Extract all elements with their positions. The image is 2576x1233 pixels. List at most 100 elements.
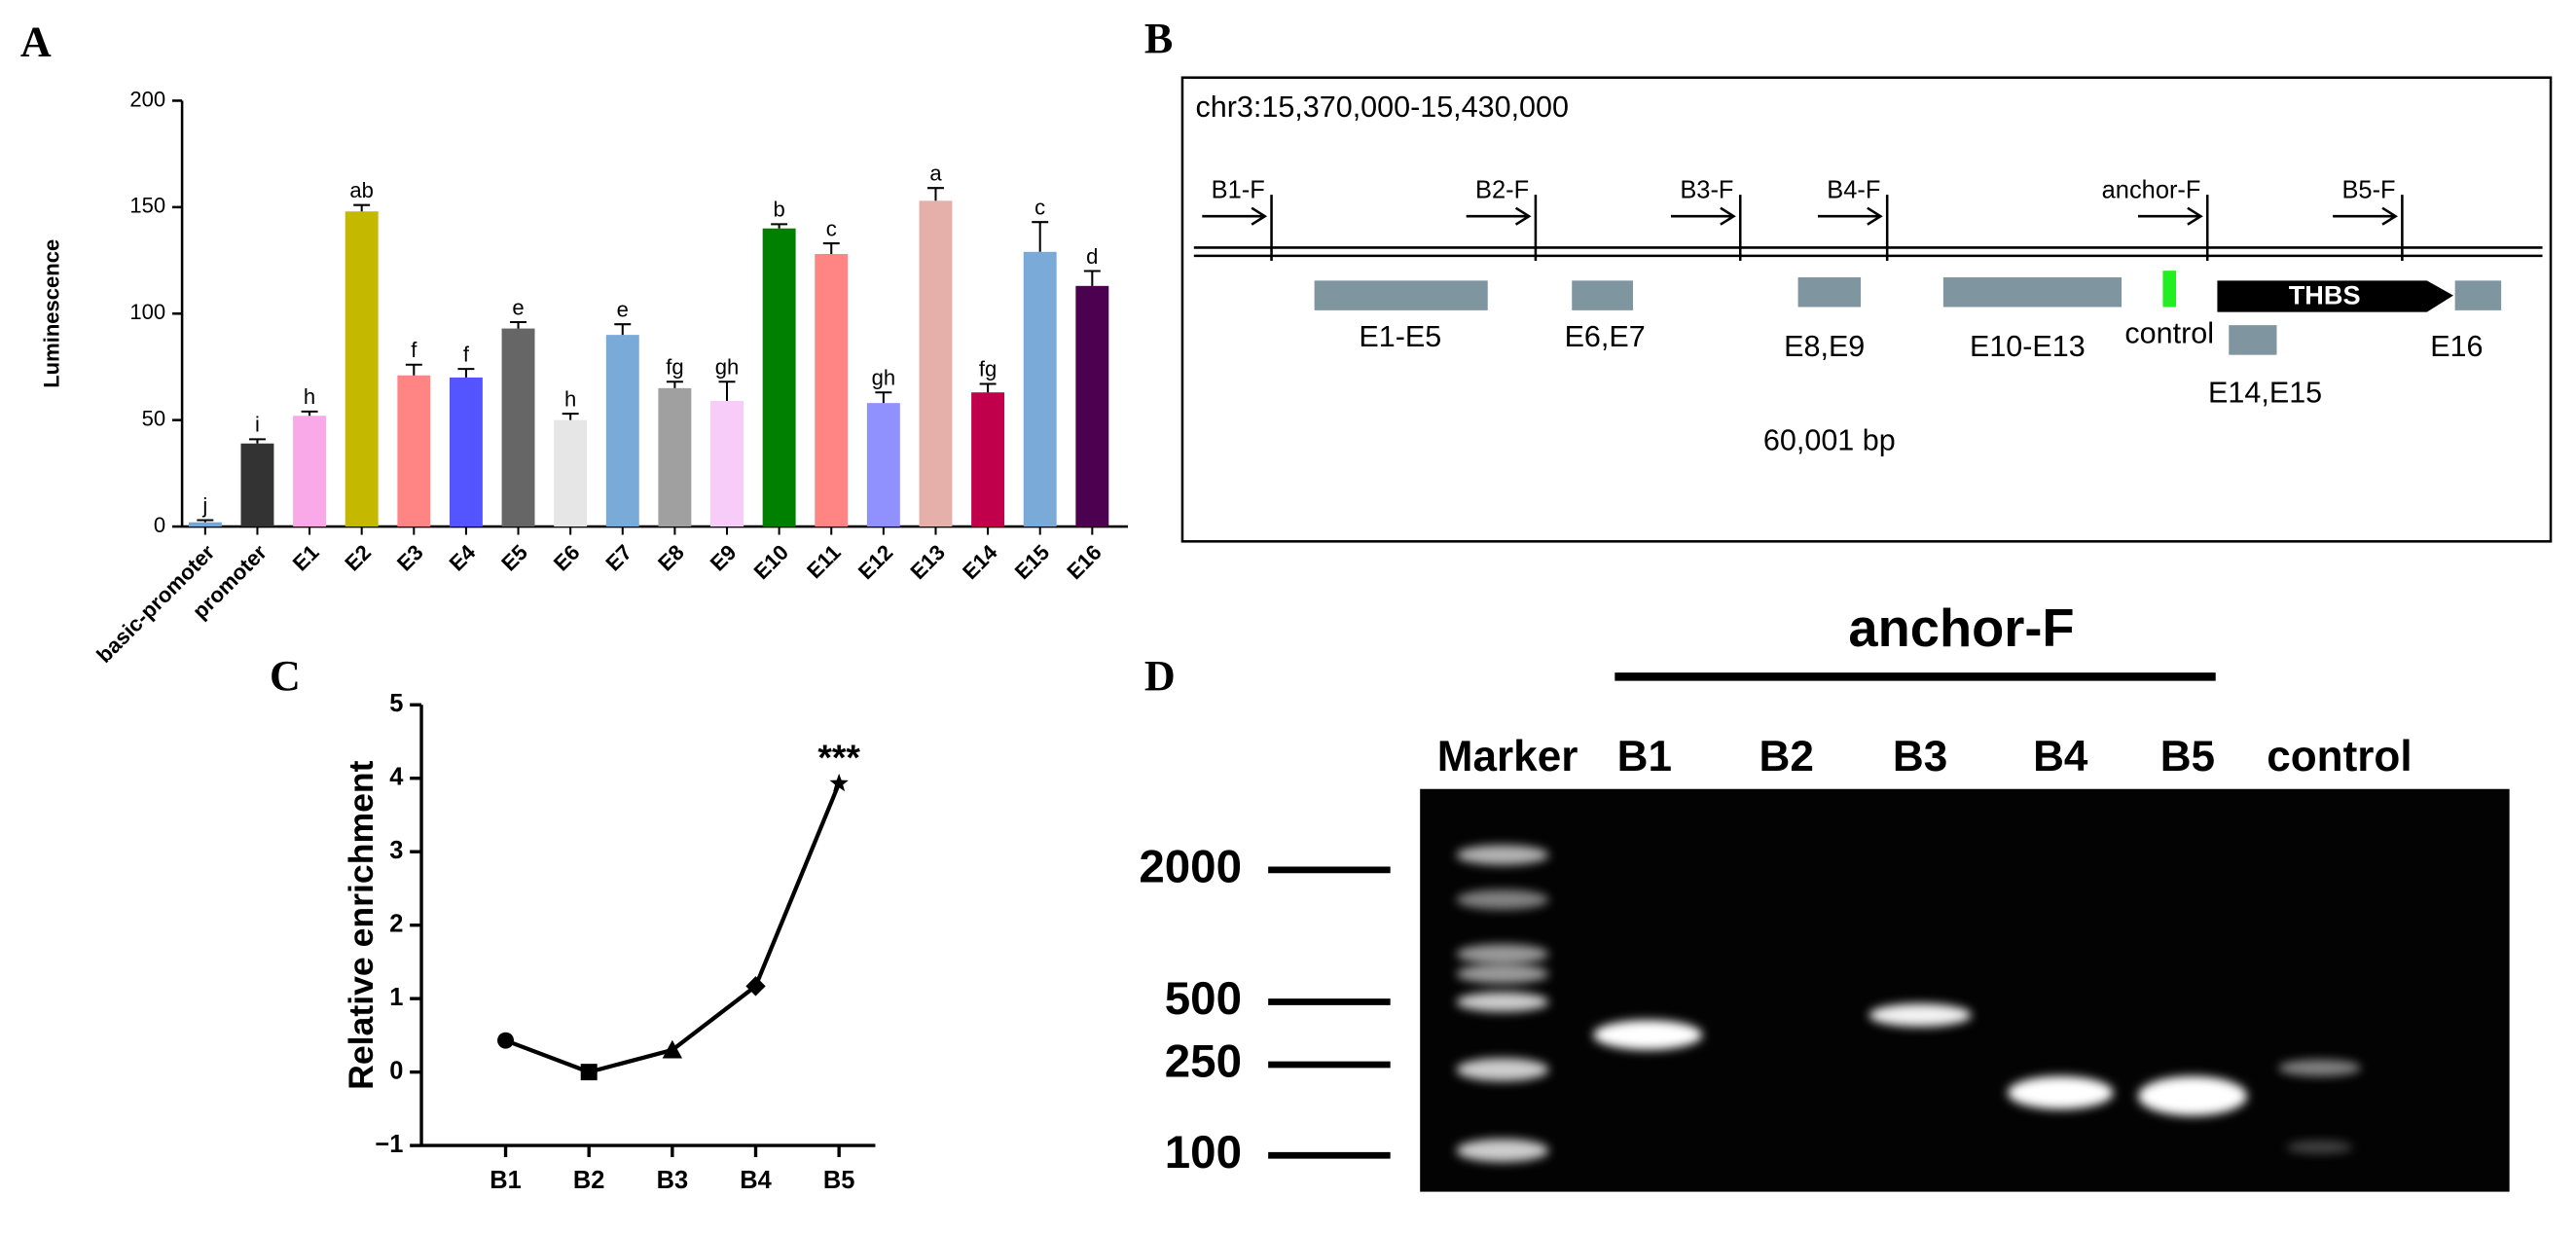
bar [240, 443, 274, 527]
bar [1023, 251, 1057, 527]
error-bar [1032, 221, 1049, 252]
y-tick-label: 1 [389, 984, 403, 1011]
x-tick-label: E9 [706, 540, 742, 576]
gene-label: THBS [2289, 279, 2361, 309]
significance-letter: e [512, 295, 524, 319]
significance-letter: f [411, 338, 417, 362]
x-tick-label: E10 [749, 540, 793, 584]
significance-letter: c [1034, 195, 1045, 219]
gel-image [1420, 788, 2510, 1192]
error-bar [405, 363, 422, 376]
y-tick-label: 100 [129, 300, 165, 324]
bar [866, 403, 900, 527]
marker [497, 1032, 515, 1049]
x-tick-label: B4 [740, 1167, 772, 1194]
bar [605, 335, 639, 527]
gel-band [2138, 1075, 2247, 1116]
y-tick-label: 2 [389, 910, 403, 937]
bar [554, 419, 588, 527]
y-tick-label: 200 [129, 87, 165, 111]
gel-band [1456, 944, 1549, 964]
ladder-label: 100 [1165, 1127, 1242, 1179]
x-tick-label: B5 [823, 1167, 855, 1194]
primer-arrow [2138, 206, 2203, 226]
significance-letter: i [255, 413, 260, 437]
x-tick-label: E4 [445, 539, 481, 575]
error-bar [562, 413, 579, 420]
x-tick-label: E7 [600, 540, 636, 576]
region-label: E14,E15 [2208, 376, 2322, 409]
y-tick-label: 5 [389, 690, 403, 717]
primer-arrow [1202, 206, 1268, 226]
marker [829, 773, 849, 792]
lane-label: B1 [1617, 733, 1672, 780]
region [1942, 276, 2122, 308]
x-tick-label: E12 [853, 540, 897, 584]
region [1797, 276, 1862, 308]
x-tick-label: B2 [573, 1167, 605, 1194]
significance-letter: d [1086, 244, 1098, 269]
marker [580, 1064, 598, 1081]
gel-band [1456, 1139, 1549, 1163]
y-tick-label: −1 [375, 1131, 403, 1158]
panel-label: B [1144, 15, 1173, 62]
lane-label: control [2267, 733, 2412, 780]
gel-band [2286, 1141, 2353, 1154]
primer-arrow [2333, 206, 2398, 226]
x-tick-label: E5 [496, 540, 532, 576]
primer-label: B5-F [2341, 176, 2395, 203]
bar [762, 228, 796, 527]
x-tick-label: E15 [1010, 540, 1054, 584]
region-label: E16 [2430, 330, 2483, 363]
gel-band [1593, 1020, 1703, 1050]
significance-letter: b [773, 198, 784, 222]
error-bar [197, 519, 214, 523]
bar [188, 522, 222, 527]
significance-letter: h [304, 384, 315, 409]
lane-label: B4 [2033, 733, 2088, 780]
x-tick-label: E13 [906, 540, 950, 584]
panel-label: A [20, 18, 52, 66]
gene-arrow [2217, 280, 2453, 312]
error-bar [248, 438, 266, 444]
diagram-title: chr3:15,370,000-15,430,000 [1196, 91, 1569, 124]
significance-letter: j [201, 493, 207, 518]
significance-letter: a [929, 161, 942, 185]
error-bar [614, 323, 632, 336]
ladder-label: 250 [1165, 1036, 1242, 1088]
region [2454, 280, 2502, 310]
gel-band [1869, 1003, 1972, 1027]
y-tick-label: 50 [142, 406, 166, 430]
primer-arrow [1466, 206, 1532, 226]
gel-band [1456, 889, 1549, 910]
gel-band [1456, 1058, 1549, 1081]
error-bar [771, 223, 788, 229]
bar [293, 416, 327, 527]
region [2229, 325, 2277, 355]
primer-label: B2-F [1475, 176, 1529, 203]
error-bar [822, 242, 840, 254]
panel-label: D [1144, 652, 1176, 700]
y-axis-label: Relative enrichment [342, 760, 381, 1090]
error-bar [1083, 270, 1101, 286]
diagram-frame [1180, 76, 2553, 543]
gel-band [1456, 963, 1549, 984]
error-bar [718, 381, 736, 401]
bar [710, 400, 744, 527]
bar [1075, 285, 1109, 527]
region-label: E1-E5 [1359, 320, 1441, 353]
significance-letter: ab [349, 178, 374, 202]
line [504, 782, 842, 1074]
ladder-label: 2000 [1139, 841, 1242, 892]
primer-label: B3-F [1680, 176, 1733, 203]
x-tick-label: E6 [549, 540, 585, 576]
primer-label: B1-F [1212, 176, 1265, 203]
gel-band [2278, 1059, 2361, 1076]
lane-label: B2 [1760, 733, 1814, 780]
x-tick-label: E14 [958, 539, 1002, 584]
error-bar [510, 320, 527, 329]
gel-primer: anchor-F [1848, 598, 2074, 658]
bar [501, 328, 535, 527]
significance-letter: fg [979, 357, 997, 381]
x-tick-label: B1 [490, 1167, 522, 1194]
